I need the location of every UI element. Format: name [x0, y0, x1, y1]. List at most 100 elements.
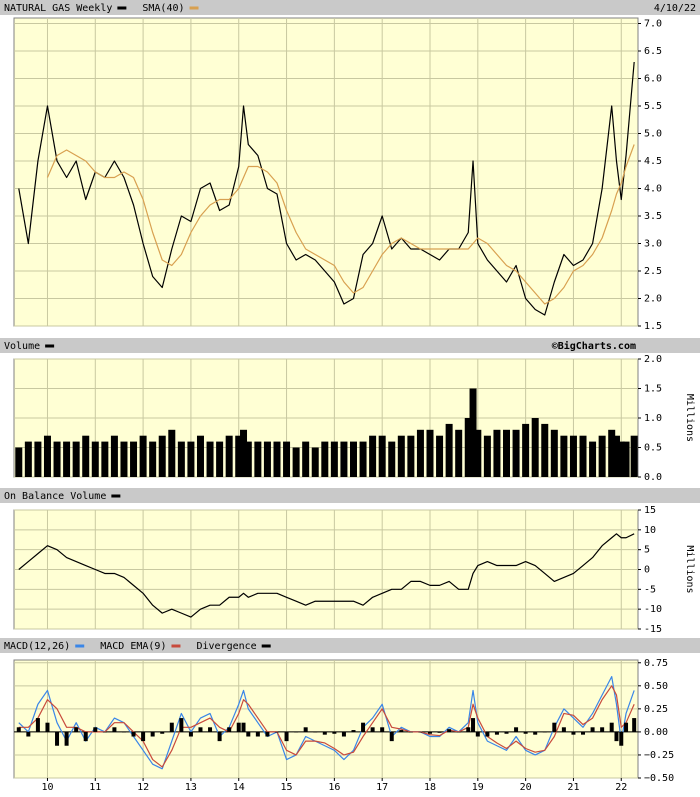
bar	[370, 727, 375, 732]
series-line	[18, 533, 635, 618]
bar	[493, 429, 501, 477]
bar	[26, 731, 31, 737]
bar	[624, 722, 629, 732]
bar	[369, 435, 377, 477]
bar	[581, 731, 586, 735]
bar	[380, 727, 385, 732]
bar	[494, 731, 499, 735]
y-tick-label: 3.5	[644, 211, 662, 222]
bar	[445, 423, 453, 477]
bar	[514, 727, 519, 732]
bar	[632, 718, 637, 732]
bar	[112, 727, 117, 732]
y-tick-label: 0.5	[644, 443, 662, 454]
y-tick-label: 3.0	[644, 239, 662, 250]
bar	[217, 731, 222, 742]
x-tick-label: 22	[615, 782, 627, 793]
y-tick-label: −0.50	[644, 773, 674, 784]
y-tick-label: 7.0	[644, 19, 662, 30]
bar	[630, 435, 638, 477]
bar	[292, 447, 300, 477]
bar	[522, 423, 530, 477]
bar	[598, 435, 606, 477]
bar	[332, 731, 337, 734]
x-tick-label: 11	[89, 782, 101, 793]
bar	[416, 429, 424, 477]
legend-label: On Balance Volume	[4, 491, 106, 502]
y-tick-label: −0.25	[644, 750, 674, 761]
y-tick-label: 1.5	[644, 321, 662, 332]
legend-label: Divergence	[196, 641, 256, 652]
bar	[188, 731, 193, 737]
y-tick-label: 5	[644, 545, 650, 556]
y-tick-label: 1.5	[644, 384, 662, 395]
bar	[474, 429, 482, 477]
y-tick-label: 15	[644, 505, 656, 516]
y-tick-label: 0.50	[644, 681, 668, 692]
bar	[418, 731, 423, 733]
bar	[273, 441, 281, 477]
y-tick-label: -10	[644, 604, 662, 615]
panel-header	[0, 338, 700, 353]
bar	[45, 722, 50, 732]
bar	[82, 435, 90, 477]
y-axis-label: Millions	[684, 545, 695, 593]
x-tick-label: 15	[281, 782, 293, 793]
bar	[552, 722, 557, 732]
bar	[225, 435, 233, 477]
bar	[523, 731, 528, 734]
series-line	[18, 685, 635, 768]
bar	[600, 727, 605, 732]
bar	[34, 441, 42, 477]
legend-label: MACD(12,26)	[4, 641, 70, 652]
bar	[303, 727, 308, 732]
bar	[150, 731, 155, 737]
bar	[590, 727, 595, 732]
bar	[619, 731, 624, 746]
legend-label: NATURAL GAS Weekly	[4, 3, 112, 14]
bar	[43, 435, 51, 477]
bar	[608, 429, 616, 477]
y-tick-label: -5	[644, 584, 656, 595]
bar	[284, 731, 289, 742]
bar	[235, 435, 243, 477]
y-tick-label: 10	[644, 525, 656, 536]
bar	[512, 429, 520, 477]
bar	[74, 727, 79, 732]
bar	[241, 722, 246, 732]
bar	[302, 441, 310, 477]
bar	[63, 441, 71, 477]
bar	[466, 727, 471, 732]
bar	[35, 718, 40, 732]
y-axis-label: Millions	[684, 394, 695, 442]
bar	[196, 435, 204, 477]
bar	[359, 441, 367, 477]
bar	[485, 731, 490, 737]
bar	[471, 718, 476, 732]
bar	[83, 731, 88, 742]
bar	[130, 441, 138, 477]
x-tick-label: 21	[567, 782, 579, 793]
bar	[64, 731, 69, 746]
x-tick-label: 10	[41, 782, 53, 793]
bar	[121, 731, 126, 733]
bar	[216, 441, 224, 477]
x-tick-label: 16	[328, 782, 340, 793]
bar	[397, 435, 405, 477]
bar	[160, 731, 165, 734]
bar	[93, 727, 98, 732]
panel-header	[0, 488, 700, 503]
y-tick-label: 5.0	[644, 129, 662, 140]
series-line	[46, 144, 635, 305]
bar	[101, 441, 109, 477]
y-tick-label: 0.25	[644, 704, 668, 715]
bar	[91, 441, 99, 477]
y-tick-label: 5.5	[644, 101, 662, 112]
bar	[437, 731, 442, 733]
bar	[265, 731, 270, 737]
bar	[408, 731, 413, 733]
bar	[541, 423, 549, 477]
x-tick-label: 13	[185, 782, 197, 793]
bar	[571, 731, 576, 735]
plot-area	[13, 659, 639, 779]
